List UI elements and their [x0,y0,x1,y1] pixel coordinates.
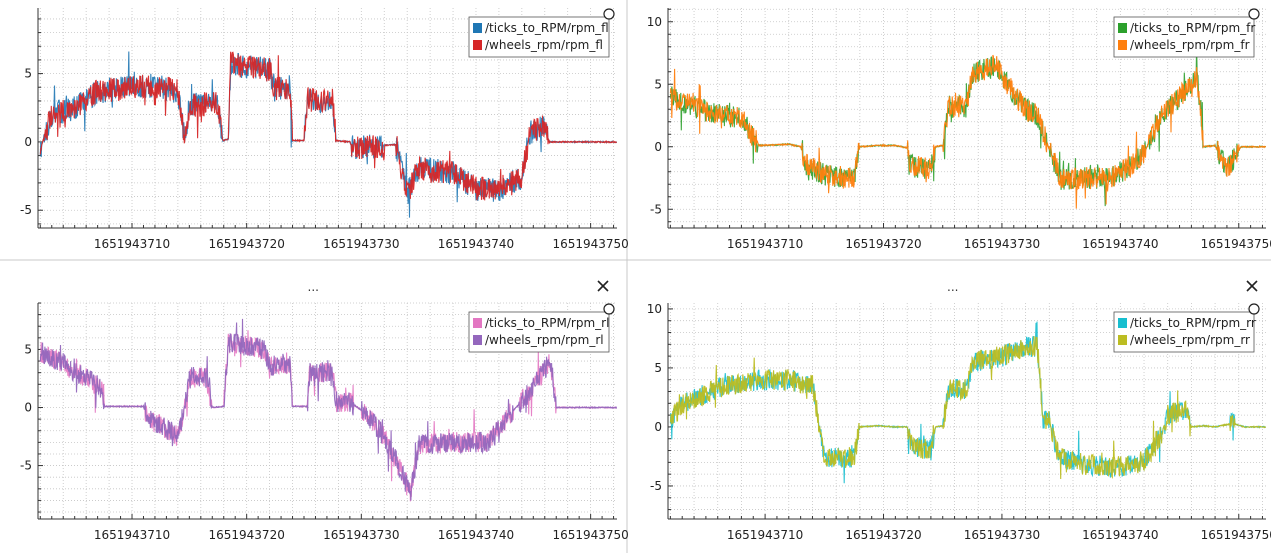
legend-toggle-icon[interactable] [1248,8,1260,20]
legend-swatch [473,335,482,345]
grid [668,8,1266,228]
legend-swatch [1118,23,1127,33]
y-tick-label: 5 [24,67,32,81]
legend-swatch [473,318,482,328]
x-tick-label: 1651943740 [1082,237,1158,251]
plot-panel-2[interactable]: 10 5 0 -5 1651943710 1651943720 1651943730 1651… [647,8,1271,251]
series-line-1 [39,330,617,502]
series-line-2 [39,51,617,201]
x-tick-label: 1651943710 [727,237,803,251]
legend-swatch [1118,318,1127,328]
x-tick-label: 1651943720 [845,528,921,542]
y-tick-label: 10 [647,302,662,316]
plot-panel-3[interactable]: ... 5 0 -5 1651943710 1651943720 1651943730 165… [20,280,629,542]
legend-entry: /wheels_rpm/rpm_fr [1130,38,1250,52]
legend-entry: /ticks_to_RPM/rpm_fl [485,21,609,35]
x-tick-label: 1651943710 [94,528,170,542]
y-tick-label: -5 [650,479,662,493]
legend-swatch [473,40,482,50]
x-tick-label: 1651943720 [208,528,284,542]
series-line-2 [669,54,1266,209]
legend-entry: /ticks_to_RPM/rpm_rl [485,316,609,330]
y-tick-label: -5 [650,202,662,216]
legend-entry: /wheels_rpm/rpm_fl [485,38,603,52]
y-tick-label: 5 [654,77,662,91]
x-tick-label: 1651943740 [438,528,514,542]
x-tick-label: 1651943730 [323,528,399,542]
legend-toggle-icon[interactable] [1248,303,1260,315]
y-tick-label: 0 [654,420,662,434]
x-tick-label: 1651943750 [1201,237,1271,251]
close-icon[interactable] [597,280,609,292]
legend-toggle-icon[interactable] [603,303,615,315]
panel-title-dots: ... [308,280,319,294]
legend-toggle-icon[interactable] [603,8,615,20]
legend-entry: /ticks_to_RPM/rpm_rr [1130,316,1256,330]
series-line-2 [669,336,1266,480]
x-tick-label: 1651943740 [438,237,514,251]
y-tick-label: 0 [654,140,662,154]
legend-swatch [473,23,482,33]
x-tick-label: 1651943730 [964,528,1040,542]
y-tick-label: 10 [647,15,662,29]
y-tick-label: -5 [20,203,32,217]
grid [38,302,617,519]
legend-swatch [1118,335,1127,345]
legend-box [1113,16,1255,58]
series-line-2 [39,318,617,501]
x-tick-label: 1651943720 [845,237,921,251]
legend-box [468,311,610,353]
x-tick-label: 1651943720 [208,237,284,251]
x-tick-label: 1651943750 [552,237,628,251]
close-icon-stroke [1246,280,1258,292]
y-tick-label: 5 [24,342,32,356]
panel-title-dots: ... [947,280,958,294]
y-tick-label: 0 [24,401,32,415]
plot-panel-4[interactable]: ... 10 5 0 -5 1651943710 1651943720 1651943730 1… [647,280,1271,542]
y-tick-label: -5 [20,459,32,473]
legend[interactable]: /ticks_to_RPM/rpm_fl/wheels_rpm/rpm_fl [468,8,615,58]
legend-entry: /wheels_rpm/rpm_rr [1130,333,1250,347]
x-tick-label: 1651943710 [94,237,170,251]
legend-swatch [1118,40,1127,50]
x-tick-label: 1651943730 [323,237,399,251]
x-tick-label: 1651943750 [552,528,628,542]
series-line-1 [669,45,1266,207]
legend[interactable]: /ticks_to_RPM/rpm_rr/wheels_rpm/rpm_rr [1113,303,1260,353]
legend[interactable]: /ticks_to_RPM/rpm_rl/wheels_rpm/rpm_rl [468,303,615,353]
close-icon[interactable] [1246,280,1258,292]
y-tick-label: 0 [24,135,32,149]
x-tick-label: 1651943750 [1201,528,1271,542]
legend-box [1113,311,1255,353]
close-icon-stroke [597,280,609,292]
legend[interactable]: /ticks_to_RPM/rpm_fr/wheels_rpm/rpm_fr [1113,8,1260,58]
legend-box [468,16,610,58]
y-tick-label: 5 [654,361,662,375]
x-tick-label: 1651943710 [727,528,803,542]
legend-entry: /ticks_to_RPM/rpm_fr [1130,21,1255,35]
x-tick-label: 1651943740 [1082,528,1158,542]
x-tick-label: 1651943730 [964,237,1040,251]
legend-entry: /wheels_rpm/rpm_rl [485,333,604,347]
plot-panel-1[interactable]: 5 0 -5 1651943710 1651943720 1651943730 165194… [20,8,629,251]
